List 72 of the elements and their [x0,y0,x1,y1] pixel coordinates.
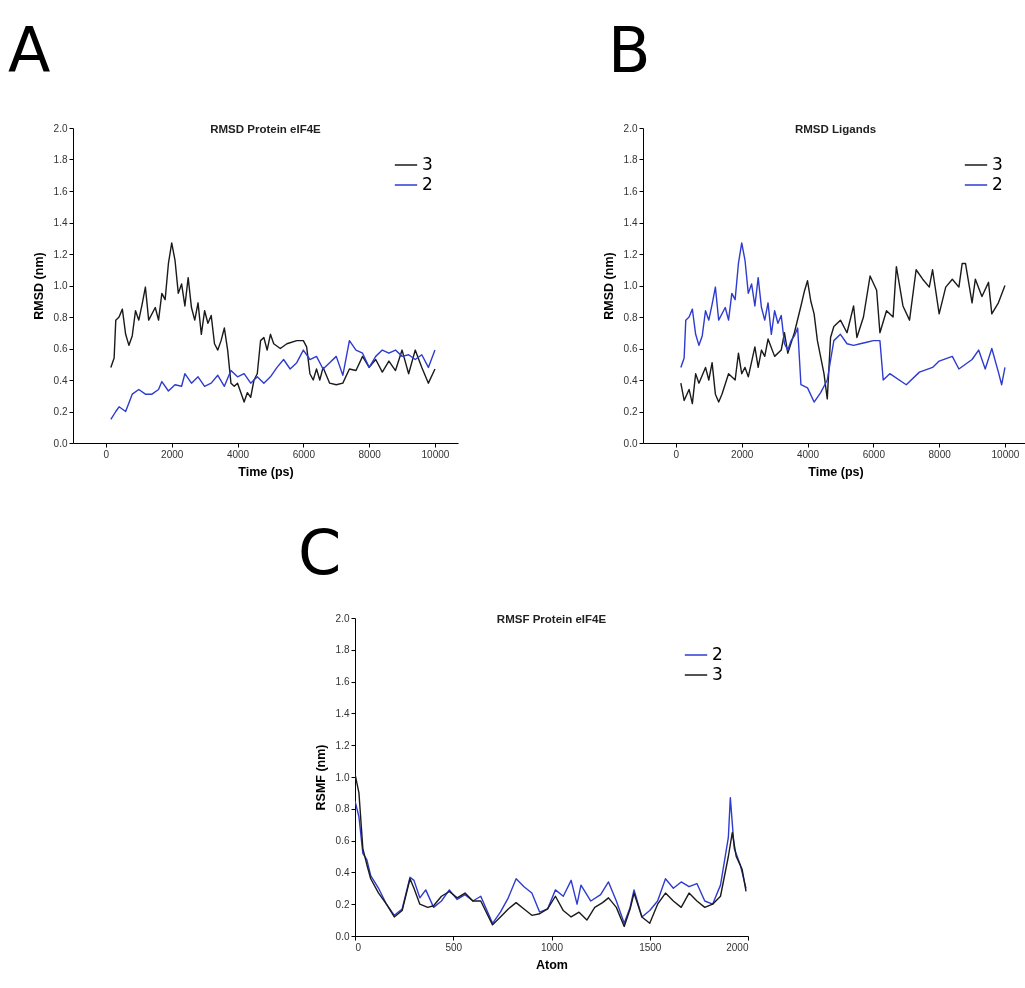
x-axis-title: Time (ps) [808,464,864,479]
x-tick-label: 1500 [639,941,662,953]
y-tick-label: 0.4 [53,374,68,386]
y-tick-label: 2.0 [623,122,638,134]
x-tick-label: 4000 [796,448,820,460]
legend-label: 3 [992,154,1003,174]
y-axis-title: RMSD (nm) [601,252,616,320]
y-tick-label: 0.2 [623,406,638,417]
y-tick-label: 1.0 [623,280,638,291]
x-tick-label: 0 [355,941,362,953]
y-tick-label: 0.8 [335,803,350,815]
x-tick-label: 4000 [226,448,250,460]
x-tick-label: 8000 [358,448,382,460]
y-tick-label: 1.0 [335,771,350,783]
x-tick-label: 2000 [731,448,754,460]
legend-label: 2 [992,174,1003,194]
x-tick-label: 2000 [726,941,749,953]
y-tick-label: 0.6 [53,343,68,354]
y-tick-label: 1.0 [53,280,68,291]
chart-title: RMSF Protein eIF4E [496,612,607,625]
x-tick-label: 10000 [991,448,1020,460]
y-tick-label: 0.8 [53,311,68,323]
x-tick-label: 10000 [421,448,450,460]
y-tick-label: 0.0 [53,437,68,449]
x-tick-label: 6000 [862,448,886,460]
y-axis-title: RMSD (nm) [31,252,46,320]
y-tick-label: 1.8 [53,154,68,165]
y-tick-label: 1.2 [53,248,68,260]
line-series [110,339,436,421]
y-tick-label: 0.8 [623,311,638,323]
y-tick-label: 1.4 [335,707,350,719]
y-tick-label: 1.8 [623,154,638,165]
y-tick-label: 1.4 [53,217,68,228]
y-tick-label: 1.6 [53,185,68,197]
x-tick-label: 8000 [928,448,952,460]
y-tick-label: 1.8 [335,644,350,656]
x-tick-label: 1000 [540,941,564,953]
y-tick-label: 0.0 [623,437,638,449]
y-tick-label: 0.6 [623,343,638,354]
line-series [355,796,747,924]
chart-title: RMSD Ligands [794,122,877,135]
line-series [110,242,436,403]
y-tick-label: 2.0 [335,612,350,624]
y-tick-label: 0.4 [335,866,350,878]
y-tick-label: 0.2 [53,406,68,417]
legend-label: 3 [712,664,723,684]
x-tick-label: 2000 [161,448,184,460]
legend-label: 2 [712,644,723,664]
y-tick-label: 0.6 [335,835,350,847]
x-tick-label: 0 [673,448,680,460]
y-tick-label: 1.6 [335,676,350,688]
line-series [355,773,747,928]
y-tick-label: 1.4 [623,217,638,228]
y-tick-label: 2.0 [53,122,68,134]
x-axis-title: Atom [536,957,568,972]
x-tick-label: 0 [103,448,110,460]
x-axis-title: Time (ps) [238,464,294,479]
x-tick-label: 6000 [292,448,316,460]
x-tick-label: 500 [445,941,463,953]
chart-title: RMSD Protein eIF4E [210,122,322,135]
y-tick-label: 0.2 [335,898,350,910]
legend-label: 3 [422,154,433,174]
y-tick-label: 0.0 [335,930,350,942]
y-tick-label: 1.2 [335,739,350,751]
y-tick-label: 1.6 [623,185,638,197]
y-tick-label: 1.2 [623,248,638,260]
y-axis-title: RSMF (nm) [313,744,328,811]
text: A [8,14,51,87]
text: B [608,14,651,87]
legend-label: 2 [422,174,433,194]
text: C [298,516,342,589]
y-tick-label: 0.4 [623,374,638,386]
